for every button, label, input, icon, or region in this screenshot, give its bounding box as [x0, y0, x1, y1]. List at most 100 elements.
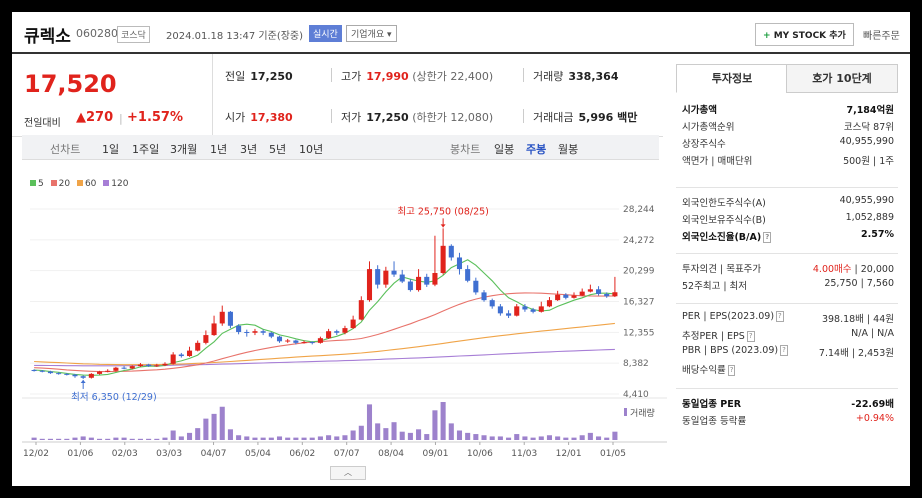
period-5y[interactable]: 5년: [269, 143, 287, 156]
x-tick-label: 02/03: [112, 449, 138, 459]
open-value: 17,380: [250, 111, 293, 124]
candle-body: [334, 331, 340, 333]
prev-close-label: 전일: [225, 70, 246, 83]
candle-body: [416, 276, 422, 291]
volume-bar: [195, 428, 201, 440]
quick-order-button[interactable]: 빠른주문: [863, 27, 900, 42]
candle-body: [72, 374, 78, 377]
volume-bar: [407, 432, 413, 440]
period-1d[interactable]: 1일: [102, 143, 120, 156]
help-icon[interactable]: ?: [746, 331, 755, 342]
volume-bar: [268, 437, 274, 440]
period-weekly[interactable]: 주봉: [526, 143, 547, 156]
invest-info-value: 7,184억원: [846, 105, 894, 116]
candle-body: [407, 281, 413, 291]
low-annotation: 최저 6,350 (12/29): [71, 392, 157, 403]
period-3y[interactable]: 3년: [240, 143, 258, 156]
volume-bar: [129, 438, 135, 440]
tab-invest-info[interactable]: 투자정보: [676, 64, 788, 93]
candle-body: [465, 269, 471, 281]
invest-info-key: 시가총액순위: [682, 122, 735, 133]
prev-close: 전일 17,250: [225, 68, 293, 84]
candle-body: [563, 294, 569, 298]
expand-chart-button[interactable]: ︿: [330, 466, 366, 480]
volume-bar: [236, 435, 242, 440]
volume-bar: [481, 435, 487, 440]
invest-info-row: 상장주식수 40,955,990: [682, 136, 894, 153]
add-mystock-button[interactable]: + MY STOCK 추가: [755, 23, 854, 46]
candle-body: [317, 338, 323, 343]
volume-bar: [497, 436, 503, 440]
period-10y[interactable]: 10년: [299, 143, 324, 156]
candle-body: [244, 331, 250, 333]
volume-bar: [80, 436, 86, 440]
section-divider: [676, 187, 898, 188]
candle-body: [366, 269, 373, 301]
quick-order-label: 빠른주문: [863, 31, 900, 42]
volume-bar: [546, 435, 553, 440]
divider: [523, 68, 524, 82]
help-icon[interactable]: ?: [776, 311, 784, 322]
volume-bar: [72, 437, 78, 440]
help-icon[interactable]: ?: [763, 232, 772, 243]
volume-bar: [440, 402, 446, 440]
company-info-button[interactable]: 기업개요 ▾: [346, 25, 397, 42]
candle-body: [448, 245, 454, 258]
candle-body: [195, 342, 201, 351]
volume-bar: [219, 406, 225, 440]
invest-info-value: 7.14배 | 2,453원: [818, 348, 894, 359]
help-icon[interactable]: ?: [727, 365, 736, 376]
period-1y[interactable]: 1년: [210, 143, 228, 156]
invest-info-value: 25,750 | 7,560: [824, 278, 894, 289]
candle-body: [170, 354, 176, 364]
volume-legend-swatch: [624, 408, 627, 416]
high-arrow-head: [440, 224, 446, 228]
period-3m[interactable]: 3개월: [170, 143, 198, 156]
period-daily[interactable]: 일봉: [494, 143, 515, 156]
invest-info-row: 액면가 | 매매단위 500원 | 1주: [682, 153, 894, 170]
volume-bar: [538, 436, 544, 440]
ma120-line: [34, 348, 615, 367]
volume-bar: [612, 431, 618, 440]
volume-bar: [342, 435, 348, 440]
ma5-line: [34, 259, 615, 376]
candle-body: [219, 311, 225, 324]
amount-value: 5,996 백만: [578, 111, 638, 124]
volume-bar: [252, 437, 258, 440]
low-label: 저가: [341, 111, 362, 124]
legend-ma120: 120: [111, 179, 129, 189]
volume-bar: [350, 430, 356, 440]
volume-bar: [579, 435, 585, 440]
y-tick-label: 4,410: [623, 390, 649, 400]
candle-body: [146, 364, 152, 367]
volume-bar: [391, 422, 397, 440]
volume-bar: [399, 431, 405, 440]
candle-body: [178, 354, 184, 357]
x-tick-label: 03/03: [156, 449, 182, 459]
price-change: ▲270: [76, 110, 114, 125]
line-chart-label: 선차트: [50, 143, 81, 156]
volume-bar: [276, 436, 283, 440]
candlestick-chart: 28,244 24,272 20,299 16,327 12,355 8,382 4,410…: [22, 205, 667, 459]
invest-info-row: PER | EPS(2023.09)? 398.18배 | 44원: [682, 311, 894, 328]
candle-body: [56, 373, 62, 375]
volume-bar: [170, 430, 176, 440]
y-tick-label: 20,299: [623, 267, 655, 277]
x-tick-label: 12/01: [556, 449, 582, 459]
invest-info-key: 상장주식수: [682, 139, 726, 150]
chevron-up-icon: ︿: [344, 468, 352, 477]
realtime-button[interactable]: 실시간: [309, 25, 342, 42]
price-chart[interactable]: 5 20 60 120 28,244 24,272 20,299 16,327 12,3…: [22, 176, 667, 472]
volume-bar: [383, 428, 389, 440]
help-icon[interactable]: ?: [780, 345, 788, 356]
period-monthly[interactable]: 월봉: [558, 143, 579, 156]
period-1w[interactable]: 1주일: [132, 143, 160, 156]
candle-body: [350, 319, 356, 329]
price-change-percent: +1.57%: [127, 110, 183, 125]
volume-bar: [96, 438, 103, 440]
volume-bar: [285, 437, 291, 440]
tab-hoga[interactable]: 호가 10단계: [786, 64, 898, 93]
x-tick-label: 09/01: [422, 449, 448, 459]
candle-body: [88, 373, 94, 378]
stock-page: 큐렉소 060280 코스닥 2024.01.18 13:47 기준(장중) 실…: [12, 12, 910, 486]
